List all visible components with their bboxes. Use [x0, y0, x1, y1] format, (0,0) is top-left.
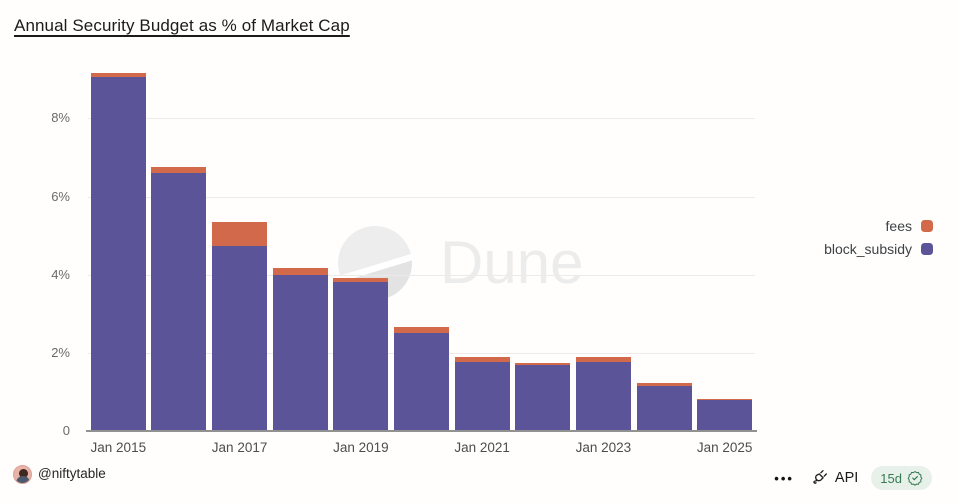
legend: fees block_subsidy: [824, 218, 933, 257]
bar-segment-block_subsidy-2017[interactable]: [212, 246, 268, 431]
bar-segment-fees-2021[interactable]: [454, 357, 510, 363]
chart-title-link[interactable]: Annual Security Budget as % of Market Ca…: [14, 16, 350, 35]
bar-segment-block_subsidy-2015[interactable]: [90, 77, 146, 431]
gridline-6%: [88, 196, 755, 198]
legend-item-fees[interactable]: fees: [886, 218, 933, 234]
bar-segment-fees-2019[interactable]: [333, 277, 389, 283]
x-axis-tick-jan-2021: Jan 2021: [454, 440, 510, 455]
legend-label-fees: fees: [885, 218, 912, 234]
x-axis-tick-jan-2015: Jan 2015: [90, 440, 147, 455]
author-handle[interactable]: @niftytable: [38, 466, 106, 481]
x-axis-tick-jan-2019: Jan 2019: [333, 440, 389, 455]
x-axis-tick-jan-2025: Jan 2025: [696, 440, 753, 455]
bar-segment-block_subsidy-2020[interactable]: [394, 332, 449, 431]
bar-segment-block_subsidy-2016[interactable]: [151, 173, 207, 431]
gridline-4%: [88, 274, 755, 276]
legend-label-block-subsidy: block_subsidy: [824, 241, 912, 257]
bar-segment-block_subsidy-2022[interactable]: [515, 364, 571, 431]
bar-segment-fees-2022[interactable]: [515, 363, 571, 365]
avatar[interactable]: [13, 465, 32, 484]
y-axis-tick-4%: 4%: [51, 266, 70, 282]
bar-segment-fees-2016[interactable]: [151, 166, 207, 174]
bar-segment-fees-2024[interactable]: [636, 383, 692, 386]
x-axis-line: [86, 430, 757, 432]
api-button[interactable]: API: [809, 468, 858, 488]
fees-swatch-icon: [921, 220, 933, 232]
ellipsis-menu-icon[interactable]: •••: [774, 470, 794, 486]
legend-item-block-subsidy[interactable]: block_subsidy: [824, 241, 933, 257]
bar-segment-fees-2018[interactable]: [272, 268, 328, 275]
dune-watermark-text: Dune: [440, 229, 584, 296]
block-subsidy-swatch-icon: [921, 243, 933, 255]
bar-segment-fees-2020[interactable]: [394, 326, 449, 333]
bar-segment-block_subsidy-2023[interactable]: [575, 362, 631, 431]
api-button-label: API: [834, 470, 859, 486]
bar-segment-fees-2015[interactable]: [90, 73, 146, 78]
avatar-body: [15, 476, 30, 483]
avatar-head: [18, 468, 28, 478]
api-plug-icon: [813, 470, 827, 484]
bar-segment-block_subsidy-2024[interactable]: [636, 385, 692, 431]
refresh-age-badge[interactable]: 15d: [871, 466, 932, 490]
footer-actions: ••• API 15d: [772, 462, 932, 494]
bar-segment-block_subsidy-2025[interactable]: [697, 399, 753, 431]
x-axis-tick-jan-2023: Jan 2023: [575, 440, 632, 455]
bar-segment-block_subsidy-2021[interactable]: [454, 362, 510, 431]
x-axis-tick-jan-2017: Jan 2017: [211, 440, 268, 455]
gridline-8%: [88, 118, 755, 120]
y-axis-tick-6%: 6%: [51, 188, 70, 204]
bar-segment-block_subsidy-2018[interactable]: [272, 274, 328, 431]
bar-segment-fees-2023[interactable]: [575, 356, 631, 363]
bar-segment-fees-2017[interactable]: [212, 221, 268, 247]
footer: @niftytable ••• API 15d: [0, 462, 958, 496]
y-axis-tick-8%: 8%: [51, 110, 70, 126]
bar-segment-block_subsidy-2019[interactable]: [333, 282, 389, 431]
y-axis-tick-0: 0: [62, 423, 70, 438]
verified-check-icon: [907, 470, 923, 486]
refresh-age-label: 15d: [880, 470, 902, 486]
y-axis-tick-2%: 2%: [51, 344, 70, 360]
